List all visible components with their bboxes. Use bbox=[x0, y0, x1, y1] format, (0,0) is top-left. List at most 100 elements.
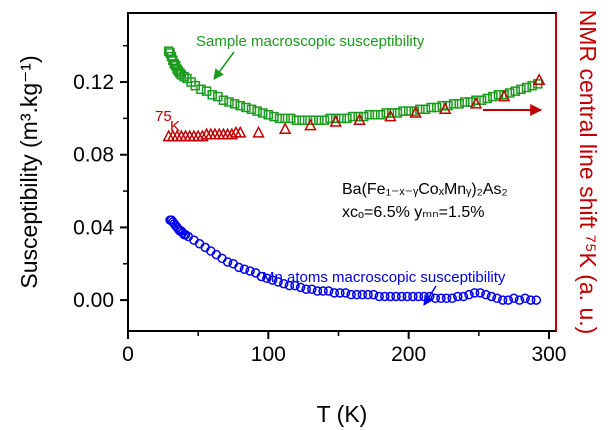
sample-point bbox=[229, 99, 240, 109]
mn-point bbox=[447, 293, 457, 304]
mn-point bbox=[441, 293, 452, 304]
mn-point bbox=[525, 295, 536, 305]
k75-label: K bbox=[170, 118, 180, 135]
sample-point bbox=[179, 71, 189, 82]
k75-point bbox=[438, 102, 452, 115]
mn-point bbox=[262, 273, 272, 284]
k75-point bbox=[329, 114, 342, 127]
sample-point bbox=[319, 115, 330, 125]
sample-point bbox=[163, 46, 174, 56]
mn-point bbox=[234, 262, 244, 273]
mn-point bbox=[475, 288, 485, 298]
series-triangle bbox=[162, 73, 546, 142]
mn-point bbox=[408, 291, 418, 302]
x-tick-label: 200 bbox=[391, 343, 426, 366]
mn-point bbox=[239, 264, 250, 274]
mn-point bbox=[335, 288, 345, 298]
sample-point bbox=[241, 102, 251, 113]
data-points bbox=[162, 46, 546, 305]
k75-point bbox=[353, 113, 366, 125]
sample-point bbox=[252, 106, 262, 116]
sample-point bbox=[460, 97, 470, 107]
sample-point bbox=[420, 104, 431, 115]
mn-point bbox=[391, 291, 401, 302]
y-tick-label: 0.00 bbox=[73, 289, 114, 312]
sample-point bbox=[392, 108, 403, 118]
sample-point bbox=[398, 106, 408, 116]
sample-point bbox=[330, 113, 341, 124]
sample-point bbox=[510, 86, 521, 96]
y-axis-title-right: NMR central line shift ⁷⁵K (a. u.) bbox=[575, 10, 601, 335]
sample-point bbox=[454, 99, 464, 109]
sample-point bbox=[527, 80, 537, 91]
sample-point bbox=[280, 113, 290, 124]
k75-point bbox=[225, 127, 239, 140]
mn-point bbox=[323, 286, 334, 296]
mn-point bbox=[497, 295, 508, 305]
sample-arrow bbox=[213, 51, 235, 80]
mn-point bbox=[351, 289, 362, 300]
sample-point bbox=[403, 106, 414, 116]
sample-point bbox=[263, 110, 274, 120]
mn-point bbox=[453, 291, 463, 302]
sample-point bbox=[448, 99, 459, 109]
sample-point bbox=[286, 113, 296, 124]
sample-point bbox=[347, 111, 358, 122]
mn-point bbox=[385, 291, 396, 302]
x-tick-label: 300 bbox=[531, 343, 566, 366]
sample-point bbox=[370, 110, 380, 120]
k75-point bbox=[278, 122, 292, 135]
x-tick-label: 100 bbox=[251, 343, 286, 366]
mn-point bbox=[267, 275, 278, 285]
sample-point bbox=[314, 115, 324, 125]
sample-point bbox=[521, 82, 532, 93]
sample-point bbox=[516, 84, 526, 95]
mn-point bbox=[307, 284, 317, 294]
mn-arrow bbox=[423, 285, 437, 306]
mn-point bbox=[318, 286, 328, 296]
series-circle bbox=[165, 215, 542, 305]
sample-point bbox=[224, 97, 234, 107]
k75-point bbox=[384, 109, 397, 122]
formula-line-2: xᴄₒ=6.5% yₘₙ=1.5% bbox=[342, 204, 484, 221]
sample-point bbox=[342, 113, 352, 124]
mn-point bbox=[273, 277, 283, 287]
mn-point bbox=[357, 289, 368, 300]
sample-point bbox=[471, 95, 481, 105]
mn-point bbox=[402, 291, 413, 302]
mn-point bbox=[436, 293, 446, 304]
y-axis-title-left: Susceptibility (m³.kg⁻¹) bbox=[16, 55, 42, 288]
mn-point bbox=[363, 289, 373, 300]
mn-point bbox=[509, 293, 519, 304]
x-axis-title: T (K) bbox=[317, 401, 368, 427]
x-tick-label: 0 bbox=[122, 343, 134, 366]
mn-point bbox=[503, 295, 514, 305]
mn-point bbox=[464, 289, 474, 300]
mn-point bbox=[279, 279, 289, 289]
mn-point bbox=[380, 291, 390, 302]
k75-superscript: 75 bbox=[155, 108, 172, 125]
mn-point bbox=[531, 295, 542, 305]
sample-point bbox=[488, 91, 498, 102]
sample-point bbox=[246, 104, 257, 115]
sample-point bbox=[291, 115, 302, 125]
mn-point bbox=[486, 291, 497, 302]
mn-point bbox=[256, 271, 267, 282]
k75-point bbox=[532, 73, 546, 85]
mn-point bbox=[340, 288, 351, 298]
mn-point bbox=[368, 289, 379, 300]
k75-point bbox=[252, 125, 265, 138]
k75-point bbox=[304, 118, 317, 131]
formula-line-1: Ba(Fe₁₋ₓ₋ᵧCoₓMnᵧ)₂As₂ bbox=[342, 181, 508, 198]
mn-annotation: Mn atoms macroscopic susceptibility bbox=[262, 269, 506, 286]
sample-point bbox=[257, 108, 268, 118]
k75-point bbox=[409, 105, 422, 118]
mn-point bbox=[245, 266, 255, 276]
y-tick-label: 0.08 bbox=[73, 144, 114, 167]
sample-point bbox=[353, 111, 363, 122]
sample-annotation: Sample macroscopic susceptibility bbox=[196, 33, 425, 50]
mn-point bbox=[295, 282, 306, 293]
sample-point bbox=[235, 100, 246, 111]
x-ticks: 0 100 200 300 bbox=[122, 331, 567, 366]
